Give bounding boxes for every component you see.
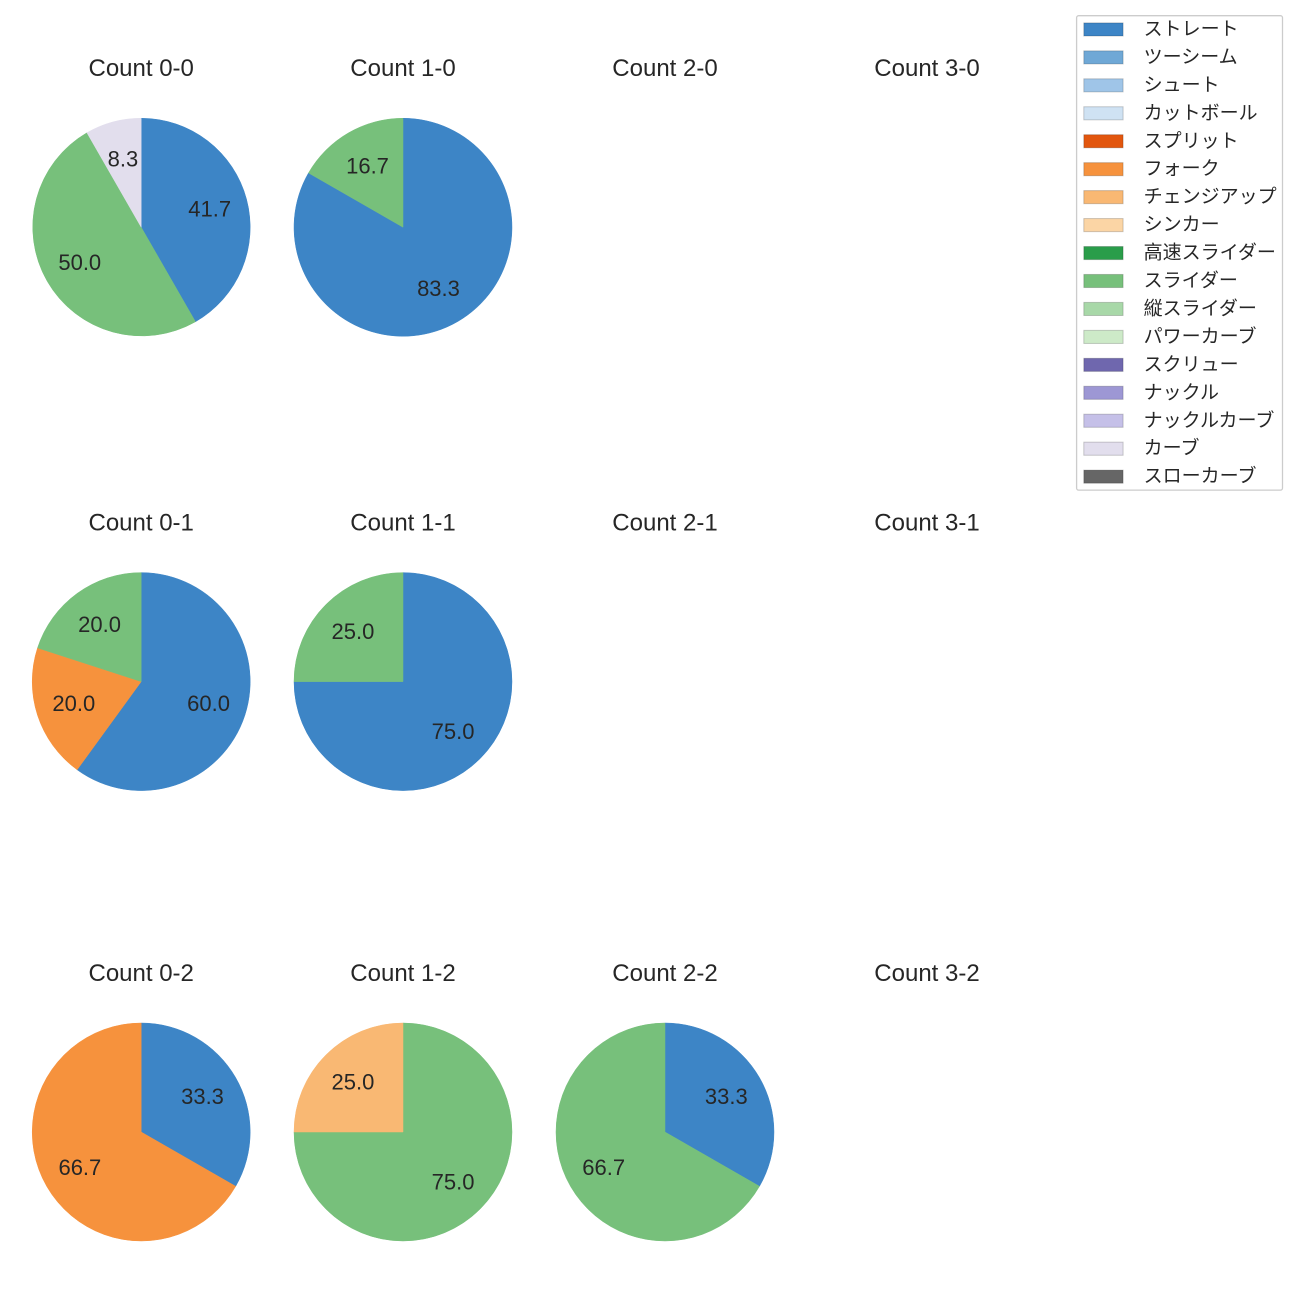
svg-text:高速スライダー: 高速スライダー — [1144, 242, 1276, 264]
svg-text:Count 1-2: Count 1-2 — [350, 960, 455, 987]
svg-text:カットボール: カットボール — [1144, 102, 1258, 124]
svg-text:ストレート: ストレート — [1144, 19, 1239, 40]
svg-text:41.7: 41.7 — [188, 196, 231, 221]
svg-text:16.7: 16.7 — [346, 153, 389, 178]
svg-text:8.3: 8.3 — [108, 146, 139, 171]
svg-text:パワーカーブ: パワーカーブ — [1144, 324, 1257, 347]
svg-text:60.0: 60.0 — [187, 691, 230, 716]
svg-text:Count 2-2: Count 2-2 — [612, 960, 717, 987]
svg-text:縦スライダー: 縦スライダー — [1144, 297, 1257, 319]
svg-text:Count 3-0: Count 3-0 — [874, 55, 979, 82]
svg-text:25.0: 25.0 — [331, 619, 374, 644]
svg-text:25.0: 25.0 — [331, 1069, 374, 1094]
svg-text:Count 2-1: Count 2-1 — [612, 509, 717, 536]
svg-text:スプリット: スプリット — [1144, 130, 1239, 152]
svg-text:Count 3-2: Count 3-2 — [874, 960, 979, 987]
svg-text:ナックルカーブ: ナックルカーブ — [1144, 408, 1275, 431]
svg-text:33.3: 33.3 — [181, 1084, 224, 1109]
svg-text:Count 0-1: Count 0-1 — [88, 509, 193, 536]
svg-text:カーブ: カーブ — [1144, 436, 1200, 459]
svg-text:50.0: 50.0 — [58, 250, 101, 275]
svg-text:シンカー: シンカー — [1144, 215, 1220, 236]
svg-text:チェンジアップ: チェンジアップ — [1144, 186, 1277, 208]
svg-text:フォーク: フォーク — [1144, 158, 1220, 180]
svg-text:33.3: 33.3 — [705, 1084, 748, 1109]
svg-text:75.0: 75.0 — [432, 1170, 475, 1195]
svg-text:66.7: 66.7 — [582, 1155, 625, 1180]
svg-text:Count 3-1: Count 3-1 — [874, 509, 979, 536]
svg-text:シュート: シュート — [1144, 75, 1220, 96]
svg-text:66.7: 66.7 — [58, 1155, 101, 1180]
svg-text:ツーシーム: ツーシーム — [1144, 47, 1238, 68]
svg-text:20.0: 20.0 — [78, 612, 121, 637]
svg-text:スローカーブ: スローカーブ — [1144, 464, 1257, 487]
svg-text:Count 1-0: Count 1-0 — [350, 55, 455, 82]
svg-text:ナックル: ナックル — [1144, 381, 1219, 403]
svg-text:83.3: 83.3 — [417, 276, 460, 301]
svg-text:スクリュー: スクリュー — [1144, 353, 1239, 375]
svg-text:Count 2-0: Count 2-0 — [612, 55, 717, 82]
svg-text:スライダー: スライダー — [1144, 270, 1238, 292]
svg-text:20.0: 20.0 — [52, 691, 95, 716]
svg-text:Count 0-0: Count 0-0 — [88, 55, 193, 82]
svg-text:Count 1-1: Count 1-1 — [350, 509, 455, 536]
svg-text:Count 0-2: Count 0-2 — [88, 960, 193, 987]
svg-text:75.0: 75.0 — [432, 719, 475, 744]
